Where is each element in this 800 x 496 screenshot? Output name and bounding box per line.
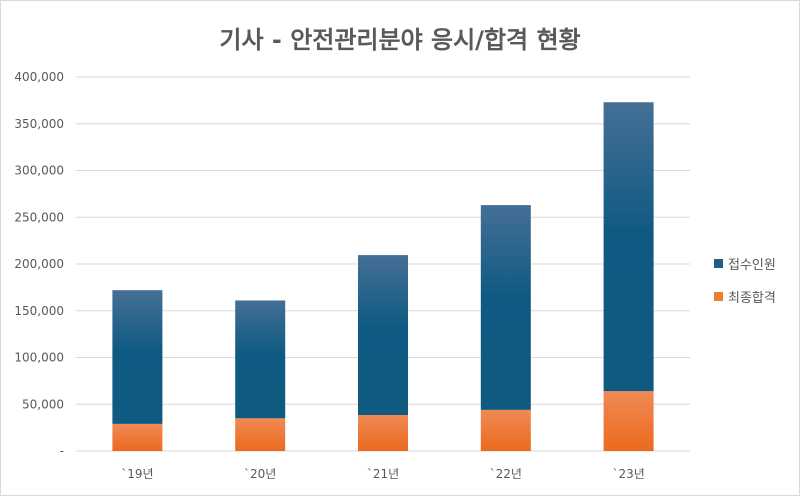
bar-applicants (603, 102, 654, 392)
legend-label-applicants: 접수인원 (728, 258, 776, 273)
bar-applicants (480, 205, 531, 410)
y-tick-label: 300,000 (14, 164, 64, 178)
bar-passed (603, 391, 654, 451)
bar-applicants (235, 300, 286, 419)
y-tick-label: 400,000 (14, 70, 64, 84)
legend: 접수인원 최종합격 (714, 254, 776, 320)
bar-passed (112, 423, 163, 451)
x-tick-label: `20년 (244, 467, 276, 481)
y-tick-label: 200,000 (14, 257, 64, 271)
chart-title: 기사 - 안전관리분야 응시/합격 현황 (219, 26, 581, 54)
legend-swatch-passed (714, 292, 723, 301)
y-tick-label: 250,000 (14, 210, 64, 224)
x-tick-label: `21년 (367, 467, 399, 481)
y-tick-label: 350,000 (14, 117, 64, 131)
x-tick-label: `22년 (490, 467, 522, 481)
legend-item-passed: 최종합격 (714, 287, 776, 306)
legend-item-applicants: 접수인원 (714, 254, 776, 273)
legend-label-passed: 최종합격 (728, 291, 776, 306)
y-tick-label: 100,000 (14, 351, 64, 365)
y-tick-label: - (60, 444, 64, 458)
bar-passed (235, 418, 286, 451)
y-tick-label: 150,000 (14, 304, 64, 318)
x-tick-label: `23년 (612, 467, 644, 481)
y-tick-label: 50,000 (22, 397, 64, 411)
legend-swatch-applicants (714, 259, 723, 268)
bar-passed (358, 415, 408, 451)
bar-applicants (358, 255, 408, 416)
x-tick-label: `19년 (121, 467, 153, 481)
bar-passed (480, 409, 531, 451)
bar-applicants (112, 290, 163, 424)
